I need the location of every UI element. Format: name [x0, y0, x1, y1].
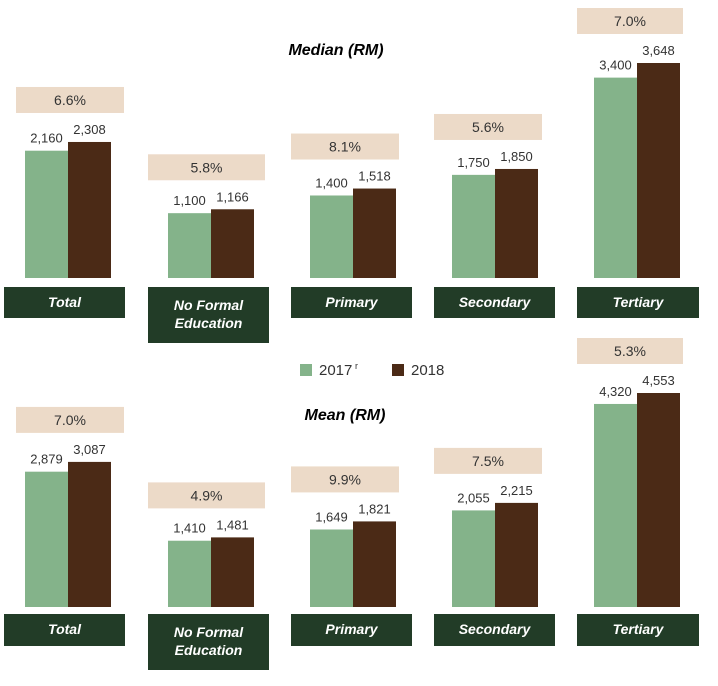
median-value-label-primary-2017: 1,400	[315, 175, 348, 190]
median-category-label-primary-line-1: Primary	[325, 294, 378, 310]
median-value-label-total-2017: 2,160	[30, 131, 63, 146]
median-bar-no-formal-education-2018	[211, 209, 254, 278]
median-change-badge-label-tertiary: 7.0%	[614, 13, 646, 29]
median-category-box-total	[4, 287, 125, 318]
mean-category-label-no-formal-education-line-2: Education	[175, 642, 243, 658]
mean-bar-primary-2017	[310, 529, 353, 607]
mean-value-label-total-2017: 2,879	[30, 452, 63, 467]
mean-value-label-tertiary-2017: 4,320	[599, 384, 632, 399]
mean-bar-no-formal-education-2017	[168, 540, 211, 607]
median-bar-primary-2017	[310, 195, 353, 278]
mean-category-label-primary-line-1: Primary	[325, 621, 378, 637]
median-category-label-secondary-line-1: Secondary	[459, 294, 532, 310]
mean-bar-secondary-2018	[495, 502, 538, 607]
mean-value-label-no-formal-education-2018: 1,481	[216, 517, 249, 532]
median-value-label-secondary-2018: 1,850	[500, 149, 533, 164]
mean-bar-secondary-2017	[452, 510, 495, 607]
mean-category-label-secondary-line-1: Secondary	[459, 621, 532, 637]
median-bar-tertiary-2017	[594, 77, 637, 278]
median-category-box-tertiary	[577, 287, 699, 318]
mean-value-label-no-formal-education-2017: 1,410	[173, 521, 206, 536]
mean-change-badge-primary	[291, 466, 399, 493]
median-bar-tertiary-2018	[637, 63, 680, 278]
legend-label-2017: 2017	[319, 362, 352, 379]
mean-value-label-primary-2018: 1,821	[358, 501, 391, 516]
mean-category-label-tertiary-line-1: Tertiary	[613, 621, 665, 637]
median-value-label-secondary-2017: 1,750	[457, 155, 490, 170]
median-bar-total-2017	[25, 150, 68, 278]
mean-change-badge-label-total: 7.0%	[54, 412, 86, 428]
median-category-box-secondary	[434, 287, 555, 318]
mean-change-badge-label-no-formal-education: 4.9%	[191, 487, 223, 503]
mean-category-label-total-line-1: Total	[48, 621, 82, 637]
median-value-label-total-2018: 2,308	[73, 122, 106, 137]
median-bar-secondary-2017	[452, 174, 495, 278]
mean-change-badge-total	[16, 406, 124, 433]
median-bar-primary-2018	[353, 188, 396, 278]
mean-bar-total-2017	[25, 471, 68, 607]
median-category-label-total-line-1: Total	[48, 294, 82, 310]
median-category-label-tertiary-line-1: Tertiary	[613, 294, 665, 310]
median-chart-title: Median (RM)	[288, 42, 383, 59]
median-change-badge-secondary	[434, 113, 542, 140]
mean-category-box-tertiary	[577, 614, 699, 646]
legend: 2017 r 2018	[300, 361, 444, 379]
median-value-label-no-formal-education-2018: 1,166	[216, 189, 249, 204]
median-category-label-no-formal-education-line-2: Education	[175, 315, 243, 331]
mean-category-box-no-formal-education	[148, 614, 269, 670]
mean-change-badge-label-secondary: 7.5%	[472, 453, 504, 469]
mean-bar-tertiary-2018	[637, 393, 680, 607]
legend-label-2018: 2018	[411, 362, 444, 379]
mean-bar-total-2018	[68, 461, 111, 607]
mean-category-box-primary	[291, 614, 412, 646]
median-category-box-no-formal-education	[148, 287, 269, 343]
mean-chart-title: Mean (RM)	[305, 407, 386, 424]
median-bar-secondary-2018	[495, 168, 538, 278]
median-category-box-primary	[291, 287, 412, 318]
mean-change-badge-secondary	[434, 447, 542, 474]
median-change-badge-total	[16, 86, 124, 113]
mean-category-label-no-formal-education-line-1: No Formal	[174, 624, 244, 640]
mean-bar-tertiary-2017	[594, 403, 637, 607]
mean-change-badge-no-formal-education	[148, 482, 265, 509]
median-change-badge-primary	[291, 133, 399, 160]
mean-change-badge-label-tertiary: 5.3%	[614, 343, 646, 359]
mean-category-box-total	[4, 614, 125, 646]
median-value-label-tertiary-2017: 3,400	[599, 58, 632, 73]
mean-category-box-secondary	[434, 614, 555, 646]
median-change-badge-label-no-formal-education: 5.8%	[191, 159, 223, 175]
median-value-label-primary-2018: 1,518	[358, 169, 391, 184]
mean-change-badge-label-primary: 9.9%	[329, 471, 361, 487]
mean-value-label-secondary-2017: 2,055	[457, 490, 490, 505]
median-value-label-tertiary-2018: 3,648	[642, 43, 675, 58]
mean-change-badge-tertiary	[577, 338, 683, 364]
chart-marks: 2,160 2,308 6.6% Total 1,100 1,166 5.8% No Form…	[4, 8, 699, 670]
legend-label-2017-revised-mark: r	[355, 361, 358, 371]
median-value-label-no-formal-education-2017: 1,100	[173, 193, 206, 208]
median-change-badge-tertiary	[577, 8, 683, 34]
mean-value-label-total-2018: 3,087	[73, 442, 106, 457]
median-bar-no-formal-education-2017	[168, 213, 211, 278]
mean-bar-no-formal-education-2018	[211, 537, 254, 607]
median-bar-total-2018	[68, 141, 111, 278]
mean-value-label-secondary-2018: 2,215	[500, 483, 533, 498]
median-change-badge-label-total: 6.6%	[54, 92, 86, 108]
median-change-badge-label-primary: 8.1%	[329, 139, 361, 155]
legend-swatch-2018	[392, 364, 404, 376]
legend-swatch-2017	[300, 364, 312, 376]
median-category-label-no-formal-education-line-1: No Formal	[174, 297, 244, 313]
median-change-badge-label-secondary: 5.6%	[472, 119, 504, 135]
mean-value-label-primary-2017: 1,649	[315, 509, 348, 524]
mean-value-label-tertiary-2018: 4,553	[642, 373, 675, 388]
mean-bar-primary-2018	[353, 521, 396, 607]
median-change-badge-no-formal-education	[148, 154, 265, 181]
